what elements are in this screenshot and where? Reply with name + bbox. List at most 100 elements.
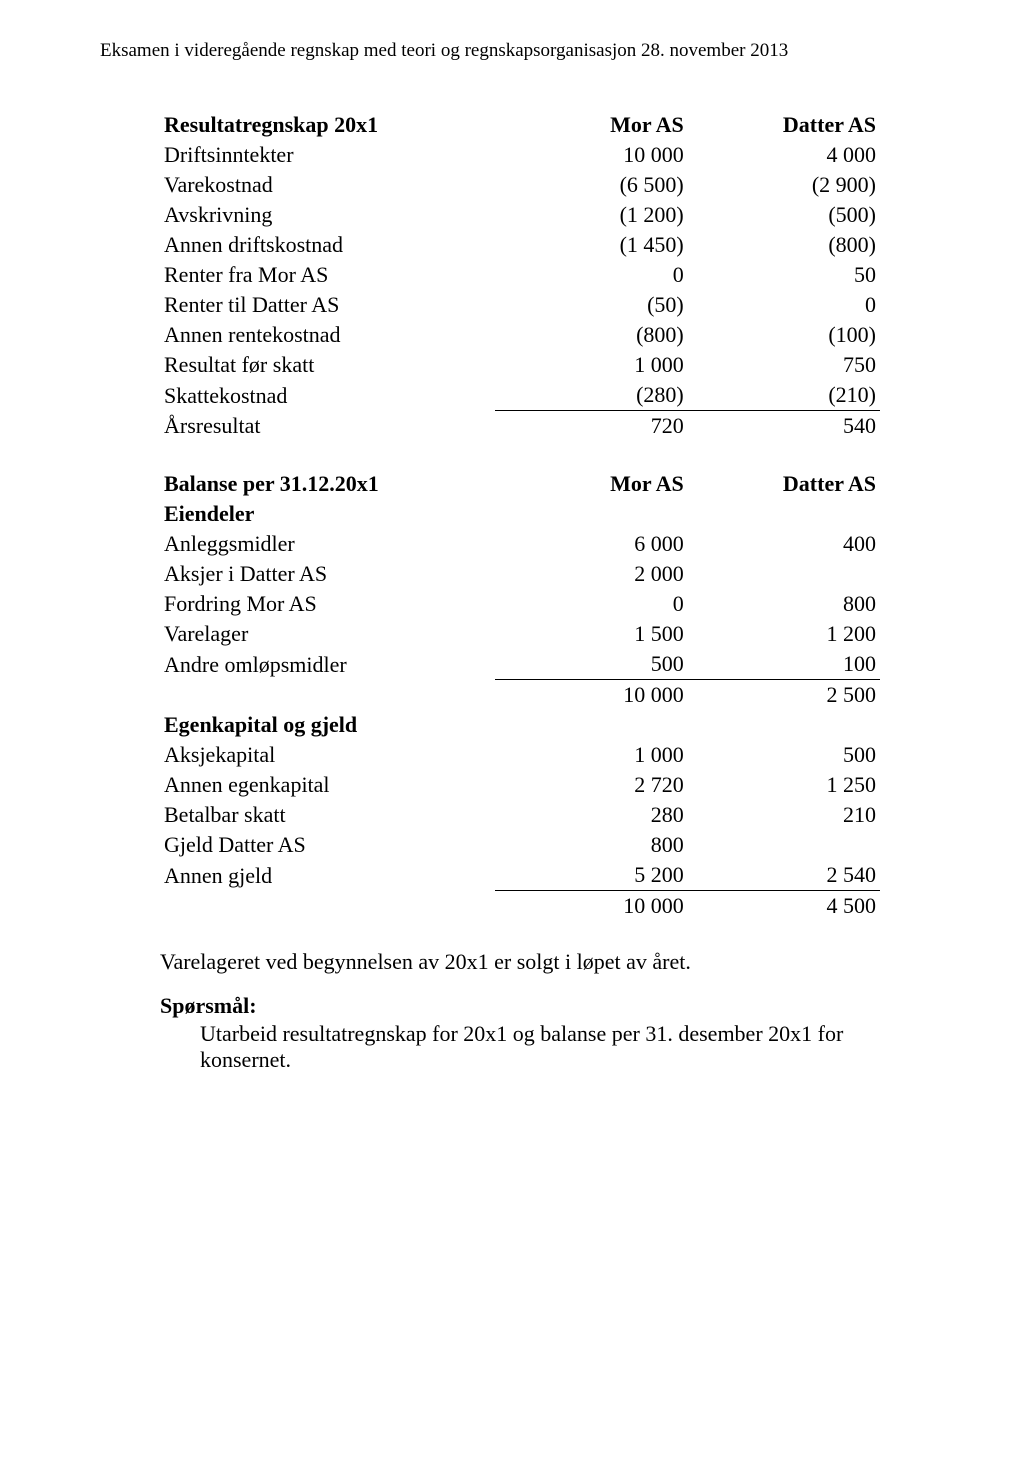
result-label: Driftsinntekter (160, 140, 495, 170)
result-mor-value: (280) (495, 380, 687, 411)
balance-eiendeler-datter-value: 400 (688, 529, 880, 559)
result-label: Varekostnad (160, 170, 495, 200)
balance-ekgjeld-label: Annen gjeld (160, 860, 495, 891)
balance-eiendeler-mor-value: 2 000 (495, 559, 687, 589)
result-mor-value: 1 000 (495, 350, 687, 380)
result-header-row: Resultatregnskap 20x1 Mor AS Datter AS (160, 110, 880, 140)
result-row: Renter fra Mor AS050 (160, 260, 880, 290)
result-label: Annen rentekostnad (160, 320, 495, 350)
balance-eiendeler-row: Varelager1 5001 200 (160, 619, 880, 649)
balance-ekgjeld-datter-value: 1 250 (688, 770, 880, 800)
result-label: Skattekostnad (160, 380, 495, 411)
result-label: Renter til Datter AS (160, 290, 495, 320)
balance-ekgjeld-mor-value: 1 000 (495, 740, 687, 770)
balance-eiendeler-label: Aksjer i Datter AS (160, 559, 495, 589)
section-eiendeler-label: Eiendeler (160, 499, 495, 529)
result-datter-value: (210) (688, 380, 880, 411)
balance-ekgjeld-datter-value: 210 (688, 800, 880, 830)
result-row: Årsresultat720540 (160, 411, 880, 442)
balance-eiendeler-datter-value: 800 (688, 589, 880, 619)
result-datter-value: (100) (688, 320, 880, 350)
result-datter-value: 750 (688, 350, 880, 380)
result-datter-value: 4 000 (688, 140, 880, 170)
result-label: Avskrivning (160, 200, 495, 230)
result-row: Resultat før skatt1 000750 (160, 350, 880, 380)
result-label: Annen driftskostnad (160, 230, 495, 260)
result-col-mor: Mor AS (495, 110, 687, 140)
balance-ekgjeld-label (160, 891, 495, 922)
balance-eiendeler-mor-value: 6 000 (495, 529, 687, 559)
result-mor-value: (800) (495, 320, 687, 350)
balance-eiendeler-label: Fordring Mor AS (160, 589, 495, 619)
tables-container: Resultatregnskap 20x1 Mor AS Datter AS D… (160, 110, 880, 921)
balance-ekgjeld-row: Annen gjeld5 2002 540 (160, 860, 880, 891)
balance-ekgjeld-label: Annen egenkapital (160, 770, 495, 800)
result-col-datter: Datter AS (688, 110, 880, 140)
result-row: Skattekostnad(280)(210) (160, 380, 880, 411)
balance-eiendeler-label (160, 680, 495, 711)
result-row: Avskrivning(1 200)(500) (160, 200, 880, 230)
result-mor-value: (50) (495, 290, 687, 320)
result-mor-value: (1 200) (495, 200, 687, 230)
balance-ekgjeld-mor-value: 800 (495, 830, 687, 860)
balance-header-row: Balanse per 31.12.20x1 Mor AS Datter AS (160, 469, 880, 499)
balance-eiendeler-row: Andre omløpsmidler500100 (160, 649, 880, 680)
result-table: Resultatregnskap 20x1 Mor AS Datter AS D… (160, 110, 880, 441)
balance-eiendeler-row: 10 0002 500 (160, 680, 880, 711)
page-header: Eksamen i videregående regnskap med teor… (100, 40, 924, 62)
balance-ekgjeld-datter-value: 4 500 (688, 891, 880, 922)
result-datter-value: (500) (688, 200, 880, 230)
balance-ekgjeld-label: Aksjekapital (160, 740, 495, 770)
result-label: Årsresultat (160, 411, 495, 442)
balance-section-ek-gjeld: Egenkapital og gjeld (160, 710, 880, 740)
balance-eiendeler-row: Anleggsmidler6 000400 (160, 529, 880, 559)
balance-eiendeler-datter-value (688, 559, 880, 589)
result-row: Driftsinntekter10 0004 000 (160, 140, 880, 170)
result-mor-value: 0 (495, 260, 687, 290)
result-datter-value: 0 (688, 290, 880, 320)
balance-ekgjeld-row: 10 0004 500 (160, 891, 880, 922)
question-label: Spørsmål: (160, 993, 924, 1019)
result-datter-value: (2 900) (688, 170, 880, 200)
result-row: Varekostnad(6 500)(2 900) (160, 170, 880, 200)
balance-ekgjeld-row: Aksjekapital1 000500 (160, 740, 880, 770)
note-paragraph: Varelageret ved begynnelsen av 20x1 er s… (160, 949, 924, 975)
balance-eiendeler-label: Varelager (160, 619, 495, 649)
section-ek-gjeld-label: Egenkapital og gjeld (160, 710, 495, 740)
result-row: Annen driftskostnad(1 450)(800) (160, 230, 880, 260)
balance-eiendeler-mor-value: 500 (495, 649, 687, 680)
balance-ekgjeld-row: Annen egenkapital2 7201 250 (160, 770, 880, 800)
balance-eiendeler-row: Fordring Mor AS0800 (160, 589, 880, 619)
balance-table: Balanse per 31.12.20x1 Mor AS Datter AS … (160, 469, 880, 921)
balance-ekgjeld-label: Betalbar skatt (160, 800, 495, 830)
balance-eiendeler-datter-value: 1 200 (688, 619, 880, 649)
question-text: Utarbeid resultatregnskap for 20x1 og ba… (200, 1021, 924, 1073)
balance-ekgjeld-row: Betalbar skatt280210 (160, 800, 880, 830)
balance-col-datter: Datter AS (688, 469, 880, 499)
balance-col-mor: Mor AS (495, 469, 687, 499)
balance-eiendeler-mor-value: 1 500 (495, 619, 687, 649)
result-row: Renter til Datter AS(50)0 (160, 290, 880, 320)
balance-ekgjeld-mor-value: 280 (495, 800, 687, 830)
balance-ekgjeld-mor-value: 5 200 (495, 860, 687, 891)
result-datter-value: 50 (688, 260, 880, 290)
balance-eiendeler-mor-value: 0 (495, 589, 687, 619)
balance-eiendeler-mor-value: 10 000 (495, 680, 687, 711)
balance-eiendeler-datter-value: 100 (688, 649, 880, 680)
result-mor-value: (1 450) (495, 230, 687, 260)
balance-section-eiendeler: Eiendeler (160, 499, 880, 529)
balance-ekgjeld-label: Gjeld Datter AS (160, 830, 495, 860)
page: Eksamen i videregående regnskap med teor… (0, 0, 1024, 1471)
result-datter-value: (800) (688, 230, 880, 260)
balance-eiendeler-row: Aksjer i Datter AS2 000 (160, 559, 880, 589)
balance-eiendeler-label: Anleggsmidler (160, 529, 495, 559)
result-mor-value: 720 (495, 411, 687, 442)
result-datter-value: 540 (688, 411, 880, 442)
balance-eiendeler-datter-value: 2 500 (688, 680, 880, 711)
balance-eiendeler-label: Andre omløpsmidler (160, 649, 495, 680)
result-mor-value: (6 500) (495, 170, 687, 200)
balance-ekgjeld-mor-value: 10 000 (495, 891, 687, 922)
result-row: Annen rentekostnad(800)(100) (160, 320, 880, 350)
balance-title: Balanse per 31.12.20x1 (160, 469, 495, 499)
result-label: Renter fra Mor AS (160, 260, 495, 290)
